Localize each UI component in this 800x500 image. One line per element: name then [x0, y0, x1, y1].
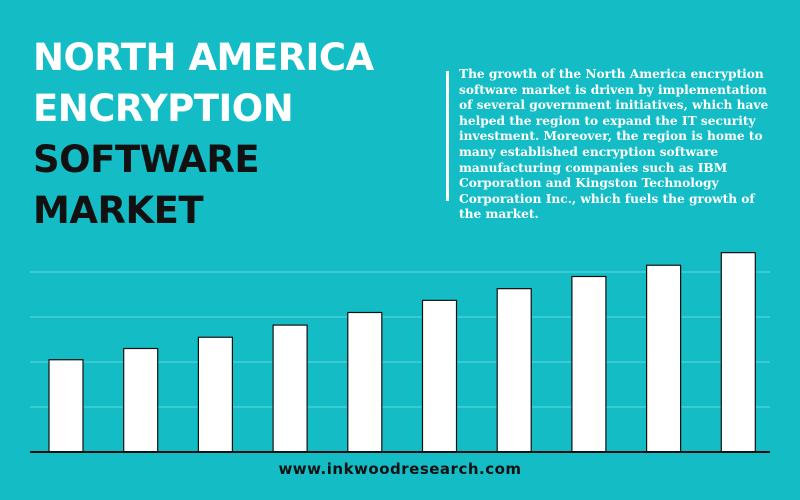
bar-1 [48, 359, 84, 453]
bar-5 [347, 311, 383, 453]
bar-10 [720, 252, 756, 453]
chart-title: NORTH AMERICA ENCRYPTION SOFTWARE MARKET [33, 32, 374, 236]
bar-7 [496, 288, 532, 453]
bar-4 [272, 324, 308, 453]
bar-9 [645, 264, 682, 453]
description-text: The growth of the North America encrypti… [459, 67, 769, 222]
description-accent-bar [446, 71, 449, 201]
bar-6 [421, 299, 458, 453]
bar-3 [197, 336, 233, 453]
title-line-4: MARKET [33, 189, 204, 232]
bar-2 [123, 347, 159, 453]
bar-8 [571, 275, 607, 453]
title-line-3: SOFTWARE [33, 138, 260, 181]
bars [48, 252, 756, 453]
bar-chart [30, 252, 770, 453]
title-line-1: NORTH AMERICA [33, 36, 374, 79]
title-line-2: ENCRYPTION [33, 87, 294, 130]
website-url: www.inkwoodresearch.com [278, 460, 522, 478]
